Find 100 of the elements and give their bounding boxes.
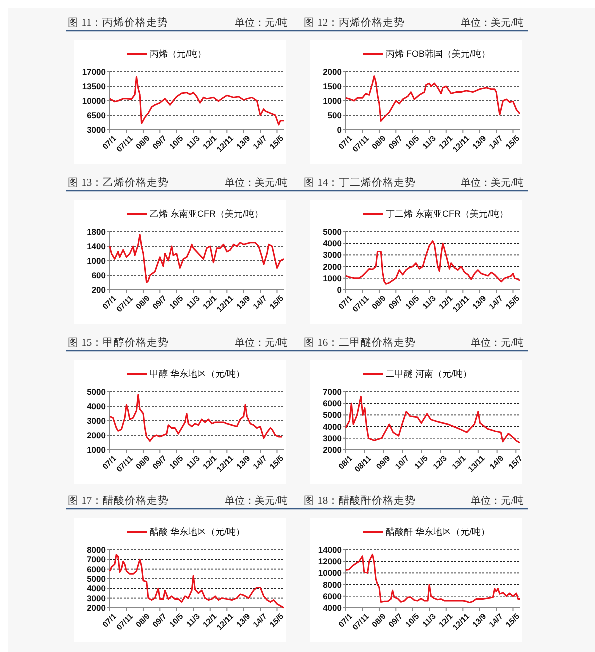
chart-title: 图 15：甲醇价格走势 [68, 336, 170, 349]
y-tick-label: 3000 [323, 433, 342, 444]
y-tick-label: 4000 [323, 422, 342, 432]
line-series [109, 234, 285, 284]
x-tick-label: 09/7 [151, 134, 169, 152]
x-tick-label: 13/9 [470, 612, 489, 630]
x-tick-label: 13/9 [234, 612, 253, 630]
chart-title: 图 11：丙烯价格走势 [68, 16, 169, 29]
y-tick-label: 5000 [323, 226, 342, 237]
y-tick-label: 8000 [323, 580, 342, 590]
y-tick-label: 0 [337, 124, 342, 135]
y-tick-label: 10000 [318, 568, 342, 578]
x-tick-label: 09/7 [151, 294, 169, 312]
y-tick-label: 7000 [87, 554, 106, 565]
y-tick-label: 5000 [87, 574, 106, 584]
x-tick-label: 13/9 [234, 294, 253, 312]
legend-label: 乙烯 东南亚CFR（美元/吨） [150, 209, 264, 220]
line-series [345, 76, 521, 122]
legend-label: 甲醇 华东地区（元/吨） [150, 369, 246, 380]
y-tick-label: 1800 [87, 226, 106, 237]
y-tick-label: 4000 [87, 401, 106, 412]
chart-title: 图 14：丁二烯价格走势 [304, 176, 416, 189]
x-tick-label: 08/9 [134, 134, 152, 152]
x-tick-label: 08/1 [336, 454, 355, 472]
x-tick-label: 14/9 [488, 454, 506, 472]
y-tick-label: 2000 [323, 66, 342, 77]
x-tick-label: 08/9 [370, 612, 388, 630]
chart-subtitle: 单位：元/吨 [471, 337, 524, 349]
line-series [109, 394, 284, 442]
x-tick-label: 12/3 [432, 454, 450, 472]
y-tick-label: 2000 [87, 430, 106, 440]
y-tick-label: 3000 [87, 593, 106, 604]
chart-subtitle: 单位：美元/吨 [461, 177, 524, 189]
x-tick-label: 09/9 [374, 454, 393, 472]
line-series [345, 240, 521, 285]
x-tick-label: 09/7 [387, 294, 405, 312]
x-tick-label: 11/3 [184, 134, 202, 152]
y-tick-label: 3000 [87, 124, 106, 135]
chart-title: 图 18：醋酸酐价格走势 [304, 494, 416, 507]
chart-subtitle: 单位：美元/吨 [225, 177, 288, 189]
y-tick-label: 1000 [87, 256, 106, 266]
x-tick-label: 13/1 [450, 454, 468, 472]
y-tick-label: 200 [92, 284, 106, 295]
chart-title: 图 13：乙烯价格走势 [68, 176, 170, 189]
x-tick-label: 08/9 [370, 134, 388, 152]
legend-label: 二甲醚 河南（元/吨） [386, 369, 472, 380]
y-tick-label: 1000 [323, 96, 342, 106]
chart-subtitle: 单位：美元/吨 [461, 17, 524, 29]
y-tick-label: 13500 [82, 81, 106, 92]
y-tick-label: 2000 [87, 602, 106, 613]
line-series [109, 76, 285, 126]
y-tick-label: 1000 [87, 444, 106, 455]
y-tick-label: 6000 [87, 564, 106, 574]
x-tick-label: 09/7 [387, 612, 405, 630]
x-tick-label: 11/3 [420, 294, 438, 312]
x-tick-label: 13/9 [234, 134, 253, 152]
chart-subtitle: 单位：元/吨 [235, 17, 288, 29]
chart-title: 图 16：二甲醚价格走势 [304, 336, 416, 349]
y-tick-label: 10000 [82, 96, 106, 106]
y-tick-label: 6500 [87, 110, 106, 120]
x-tick-label: 08/9 [134, 454, 152, 472]
x-tick-label: 11/3 [420, 134, 438, 152]
y-tick-label: 5000 [87, 386, 106, 397]
y-tick-label: 1000 [323, 273, 342, 284]
y-tick-label: 3000 [87, 416, 106, 426]
y-tick-label: 500 [328, 110, 342, 120]
y-tick-label: 4000 [323, 238, 342, 249]
x-tick-label: 11/3 [420, 612, 438, 630]
chart-subtitle: 单位：美元/吨 [225, 495, 288, 507]
y-tick-label: 1400 [87, 241, 106, 252]
legend-label: 醋酸 华东地区（元/吨） [150, 527, 246, 538]
y-tick-label: 7000 [323, 386, 342, 397]
chart-title: 图 17：醋酸价格走势 [68, 494, 170, 507]
x-tick-label: 09/7 [151, 454, 169, 472]
y-tick-label: 3000 [323, 250, 342, 260]
y-tick-label: 2000 [323, 444, 342, 455]
legend-label: 丁二烯 东南亚CFR（美元/吨） [386, 209, 508, 220]
chart-subtitle: 单位：元/吨 [235, 337, 288, 349]
y-tick-label: 600 [92, 270, 106, 280]
x-tick-label: 13/9 [470, 294, 489, 312]
y-tick-label: 6000 [323, 591, 342, 602]
line-series [345, 554, 521, 604]
x-tick-label: 08/9 [134, 612, 152, 630]
chart-title: 图 12：丙烯价格走势 [304, 16, 406, 29]
y-tick-label: 17000 [82, 66, 106, 77]
y-tick-label: 14000 [318, 544, 342, 555]
line-series [345, 396, 521, 444]
x-tick-label: 11/3 [184, 454, 202, 472]
x-tick-label: 08/9 [134, 294, 152, 312]
y-tick-label: 5000 [323, 410, 342, 420]
x-tick-label: 13/9 [234, 454, 253, 472]
y-tick-label: 8000 [87, 544, 106, 555]
legend-label: 丙烯 FOB韩国（美元/吨） [386, 49, 491, 60]
x-tick-label: 09/7 [387, 134, 405, 152]
x-tick-label: 11/3 [184, 294, 202, 312]
y-tick-label: 12000 [318, 556, 342, 567]
x-tick-label: 13/9 [470, 134, 489, 152]
legend-label: 醋酸酐 华东地区（元/吨） [386, 527, 490, 538]
y-tick-label: 1500 [323, 81, 342, 92]
y-tick-label: 0 [337, 284, 342, 295]
